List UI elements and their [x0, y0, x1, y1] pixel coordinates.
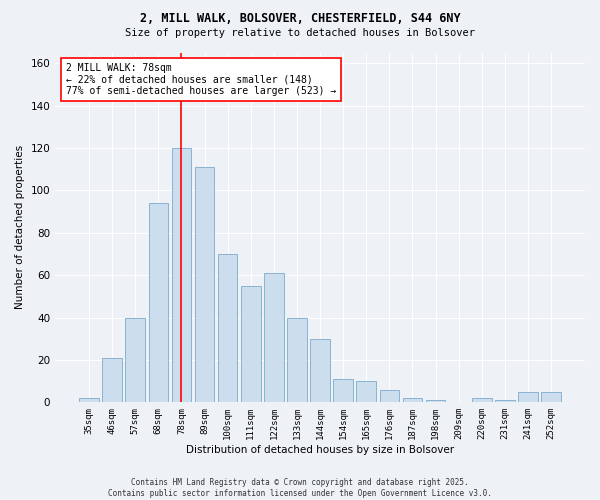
- X-axis label: Distribution of detached houses by size in Bolsover: Distribution of detached houses by size …: [186, 445, 454, 455]
- Bar: [241, 286, 260, 403]
- Bar: [195, 167, 214, 402]
- Bar: [172, 148, 191, 403]
- Bar: [218, 254, 238, 402]
- Bar: [334, 379, 353, 402]
- Text: 2 MILL WALK: 78sqm
← 22% of detached houses are smaller (148)
77% of semi-detach: 2 MILL WALK: 78sqm ← 22% of detached hou…: [66, 63, 336, 96]
- Bar: [356, 381, 376, 402]
- Bar: [287, 318, 307, 402]
- Bar: [541, 392, 561, 402]
- Bar: [310, 338, 330, 402]
- Bar: [403, 398, 422, 402]
- Bar: [426, 400, 445, 402]
- Text: Size of property relative to detached houses in Bolsover: Size of property relative to detached ho…: [125, 28, 475, 38]
- Bar: [380, 390, 399, 402]
- Bar: [518, 392, 538, 402]
- Bar: [149, 203, 168, 402]
- Text: 2, MILL WALK, BOLSOVER, CHESTERFIELD, S44 6NY: 2, MILL WALK, BOLSOVER, CHESTERFIELD, S4…: [140, 12, 460, 26]
- Bar: [103, 358, 122, 403]
- Bar: [79, 398, 99, 402]
- Text: Contains HM Land Registry data © Crown copyright and database right 2025.
Contai: Contains HM Land Registry data © Crown c…: [108, 478, 492, 498]
- Bar: [495, 400, 515, 402]
- Bar: [125, 318, 145, 402]
- Bar: [472, 398, 491, 402]
- Y-axis label: Number of detached properties: Number of detached properties: [15, 146, 25, 310]
- Bar: [264, 273, 284, 402]
